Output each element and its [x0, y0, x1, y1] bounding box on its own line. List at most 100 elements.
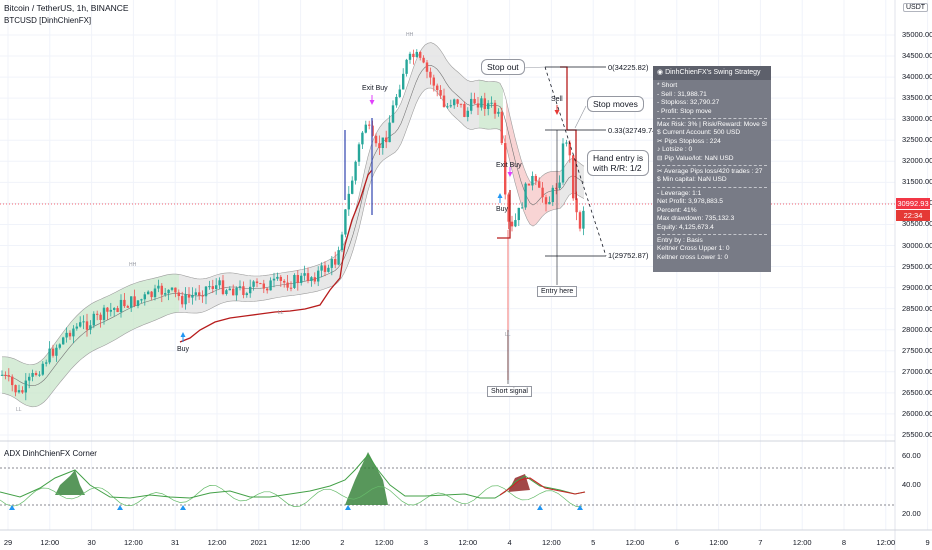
current-price-badge: 30992.93 [896, 198, 930, 209]
adx-axis-label: 60.00 [902, 451, 921, 460]
candle-body [269, 280, 272, 291]
candle-body [439, 90, 442, 96]
candle-body [330, 259, 333, 268]
candle-body [38, 374, 41, 376]
sell-arrow-icon [554, 110, 560, 115]
candle-body [442, 95, 446, 107]
candle-body [181, 296, 184, 305]
candle-body [395, 96, 398, 106]
candle-body [45, 362, 48, 364]
panel-line: $ Min capital: NaN USD [657, 176, 727, 184]
candle-body [153, 288, 157, 298]
candle-body [102, 307, 106, 320]
candle-body [51, 348, 55, 356]
panel-line: Entry by : Basis [657, 236, 703, 244]
time-axis-label: 12:00 [124, 538, 143, 547]
panel-line: - Stoploss: 32,790.27 [657, 99, 720, 107]
price-axis-label: 30500.00 [902, 219, 932, 229]
candle-body [58, 344, 61, 348]
candle-body [340, 234, 344, 251]
price-axis-label: 26000.00 [902, 408, 932, 418]
candle-body [419, 51, 422, 58]
currency-unit-button[interactable]: USDT [903, 3, 929, 12]
candle-body [109, 309, 112, 312]
time-axis-label: 12:00 [709, 538, 728, 547]
buy-label: Buy [177, 346, 190, 353]
keltner-band-fill [2, 274, 179, 407]
candle-body [221, 280, 225, 295]
panel-line [657, 233, 767, 235]
candle-body [357, 144, 361, 162]
price-axis-label: 32500.00 [902, 135, 932, 145]
candle-body [194, 292, 197, 295]
candle-body [215, 285, 218, 289]
candle-body [150, 291, 153, 298]
exit-buy-label: Exit Buy [496, 162, 522, 169]
stop-moves-callout: Stop moves [587, 96, 644, 112]
candle-body [531, 175, 534, 186]
price-axis-label: 29500.00 [902, 261, 932, 271]
candle-body [65, 332, 68, 338]
callout-connector [521, 66, 546, 69]
symbol-title[interactable]: Bitcoin / TetherUS, 1h, BINANCE [4, 3, 129, 13]
sell-arrow-icon [507, 172, 513, 177]
candle-body [422, 57, 425, 63]
candle-body [524, 183, 527, 208]
candle-body [89, 325, 92, 330]
candle-body [201, 295, 204, 297]
candle-body [402, 73, 405, 90]
candle-body [24, 380, 27, 393]
buy-arrow-icon [497, 193, 503, 198]
time-axis-label: 9 [925, 538, 930, 547]
candle-body [62, 337, 65, 345]
hh-marker: HH [129, 262, 137, 268]
candle-body [510, 221, 514, 227]
candle-body [334, 259, 337, 265]
time-axis-label: 12:00 [625, 538, 645, 547]
candle-body [160, 285, 163, 295]
candle-body [374, 135, 378, 144]
candle-body [242, 286, 245, 296]
candle-body [534, 175, 537, 182]
candle-body [184, 294, 187, 305]
panel-line: ✂ Pips Stoploss : 224 [657, 137, 721, 145]
candle-body [17, 390, 21, 393]
panel-line: Net Profit: 3,978,883.5 [657, 198, 723, 206]
candle-body [34, 373, 38, 376]
candle-body [391, 105, 395, 123]
time-axis-label: 12:00 [207, 538, 227, 547]
candle-body [72, 328, 75, 337]
candle-body [92, 313, 95, 326]
candle-body [276, 276, 279, 279]
candle-body [177, 292, 180, 297]
adx-pane-title[interactable]: ADX DinhChienFX Corner [4, 449, 97, 458]
candle-body [167, 289, 170, 294]
candle-body [544, 197, 548, 205]
candle-body [130, 296, 133, 308]
candle-body [368, 124, 371, 126]
panel-line: * Short [657, 82, 678, 90]
candle-body [381, 137, 384, 148]
trailing-stop-line [179, 169, 373, 343]
candle-body [561, 143, 565, 183]
candle-body [483, 98, 486, 109]
candle-body [453, 99, 456, 106]
callout-connector [574, 105, 587, 129]
candle-body [235, 287, 238, 296]
candle-body [364, 124, 367, 133]
candle-body [565, 142, 568, 144]
candle-body [187, 294, 191, 298]
candle-body [568, 142, 571, 156]
time-axis-label: 6 [674, 538, 679, 547]
time-axis-label: 31 [171, 538, 180, 547]
candle-body [425, 62, 429, 72]
panel-line: - Leverage: 1:1 [657, 189, 702, 197]
candle-body [249, 286, 252, 294]
indicator-title[interactable]: BTCUSD [DinhChienFX] [4, 16, 92, 25]
fib-level-033: 0.33(32749.74) [608, 126, 659, 135]
strategy-info-panel: ◉ DinhChienFX's Swing Strategy * Short -… [653, 66, 771, 272]
candle-body [507, 194, 510, 222]
adx-strength-fill [55, 470, 85, 495]
candle-body [538, 181, 541, 188]
